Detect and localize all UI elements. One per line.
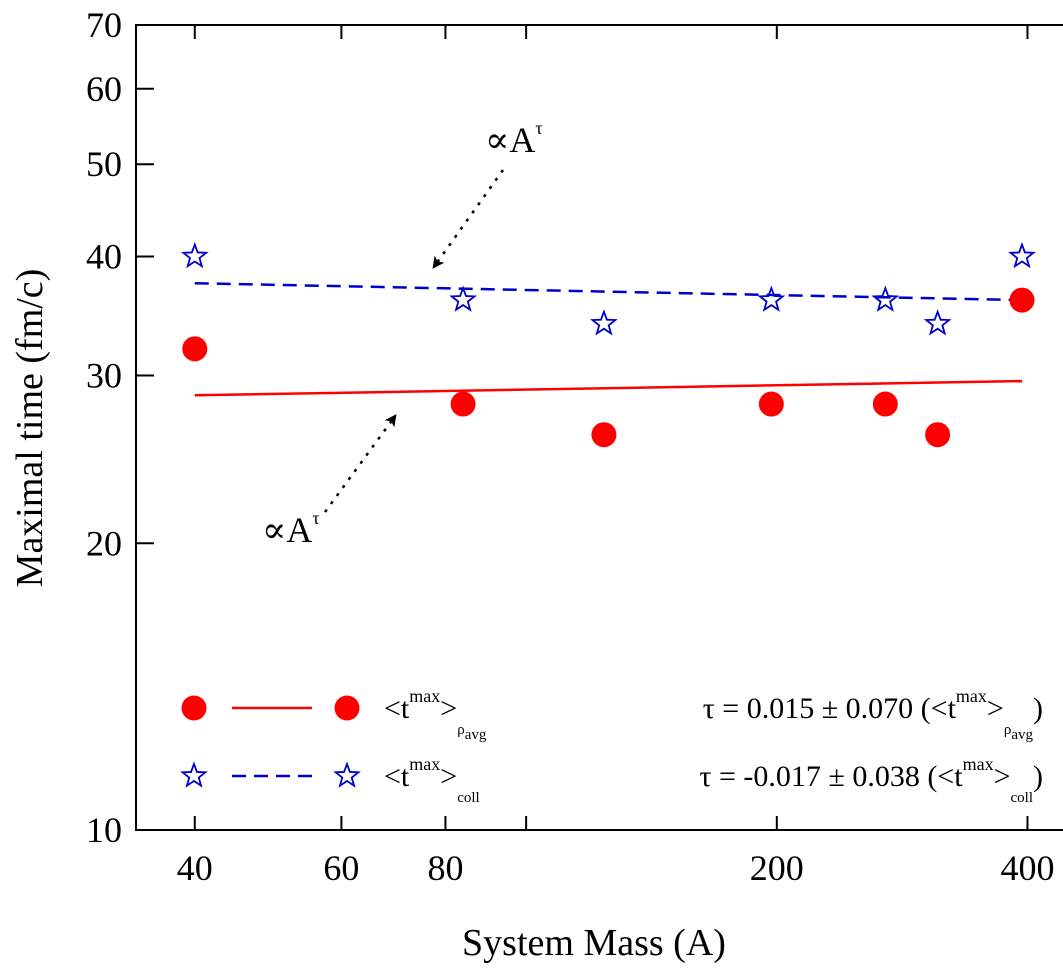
fit-result-close: > <box>987 692 1004 725</box>
fit-result-sup: max <box>963 754 994 774</box>
annotation-arrow <box>323 414 397 513</box>
fit-line-coll <box>194 281 1023 302</box>
y-tick-label: 50 <box>86 144 122 184</box>
legend-label-sup: max <box>409 754 440 774</box>
x-tick-label: 200 <box>750 848 804 888</box>
y-tick-label: 10 <box>86 810 122 850</box>
x-tick-label: 400 <box>1000 848 1054 888</box>
data-point-coll <box>871 285 900 312</box>
data-point-rho <box>758 391 784 417</box>
plot-frame <box>135 24 1063 831</box>
legend-label: <tmax>coll <box>384 754 480 806</box>
y-axis-title: Maximal time (fm/c) <box>9 269 51 588</box>
data-points <box>180 241 1036 448</box>
x-tick-label: 80 <box>427 848 463 888</box>
legend-label-close: > <box>440 760 457 793</box>
legend-label-subsub: avg <box>465 727 487 743</box>
legend-label-sup: max <box>409 686 440 706</box>
data-point-coll <box>590 309 618 336</box>
y-tick-label: 40 <box>86 237 122 277</box>
annotation-main: ∝A <box>262 510 312 550</box>
annotation-label: ∝Aτ <box>485 118 543 160</box>
data-point-rho <box>591 422 617 448</box>
data-point-coll <box>923 309 952 336</box>
fit-result-subsub: avg <box>1011 727 1033 743</box>
fit-result-suffix: ) <box>1033 760 1043 793</box>
legend-marker-coll <box>333 761 361 788</box>
legend-marker-coll <box>180 761 208 788</box>
fit-result-suffix: ) <box>1033 692 1043 725</box>
fit-result-text: τ = 0.015 ± 0.070 (<tmax>ρavg) <box>703 686 1043 743</box>
legend-label: <tmax>ρavg <box>384 686 487 743</box>
data-point-coll <box>1008 241 1036 269</box>
data-point-rho <box>1009 287 1035 313</box>
annotation-sup: τ <box>312 508 319 528</box>
data-point-coll <box>757 285 786 312</box>
legend-label-sub: coll <box>457 790 480 806</box>
legend-marker-rho <box>334 695 360 721</box>
fit-result-sub: coll <box>1011 790 1034 806</box>
data-point-rho <box>925 422 951 448</box>
legend-label-main: <t <box>384 760 410 793</box>
fit-result-text: τ = -0.017 ± 0.038 (<tmax>coll) <box>699 754 1043 806</box>
annotations: ∝Aτ∝Aτ <box>262 118 543 550</box>
fit-result-sup: max <box>956 686 987 706</box>
fit-result-prefix: τ = -0.017 ± 0.038 (<t <box>699 760 963 793</box>
data-point-coll <box>449 285 477 312</box>
y-tick-label: 60 <box>86 69 122 109</box>
annotation-sup: τ <box>535 118 542 138</box>
annotation-main: ∝A <box>485 120 535 160</box>
legend-marker-rho <box>181 695 207 721</box>
legend: <tmax>ρavg<tmax>coll <box>180 686 487 806</box>
legend-label-main: <t <box>384 692 410 725</box>
fit-lines <box>194 281 1023 397</box>
y-tick-label: 30 <box>86 356 122 396</box>
fit-result-sub: ρ <box>1004 722 1012 738</box>
data-point-rho <box>450 391 476 417</box>
data-point-rho <box>872 391 898 417</box>
y-tick-label: 20 <box>86 523 122 563</box>
data-point-rho <box>182 336 208 362</box>
legend-label-sub: ρ <box>457 722 465 738</box>
annotation-arrow <box>432 169 505 269</box>
fit-result-prefix: τ = 0.015 ± 0.070 (<t <box>703 692 957 725</box>
fit-result-close: > <box>994 760 1011 793</box>
x-axis-ticks: 40 60 80 200 400 <box>177 25 1054 888</box>
legend-label-close: > <box>440 692 457 725</box>
x-tick-label: 60 <box>323 848 359 888</box>
fit-line-rho <box>194 379 1023 397</box>
annotation-label: ∝Aτ <box>262 508 320 550</box>
y-tick-label: 70 <box>86 5 122 45</box>
x-tick-label: 40 <box>177 848 213 888</box>
fit-results: τ = 0.015 ± 0.070 (<tmax>ρavg)τ = -0.017… <box>699 686 1043 806</box>
y-axis-ticks: 10 20 30 40 50 60 70 <box>86 5 154 850</box>
data-point-coll <box>180 241 209 269</box>
x-axis-title: System Mass (A) <box>462 922 726 964</box>
